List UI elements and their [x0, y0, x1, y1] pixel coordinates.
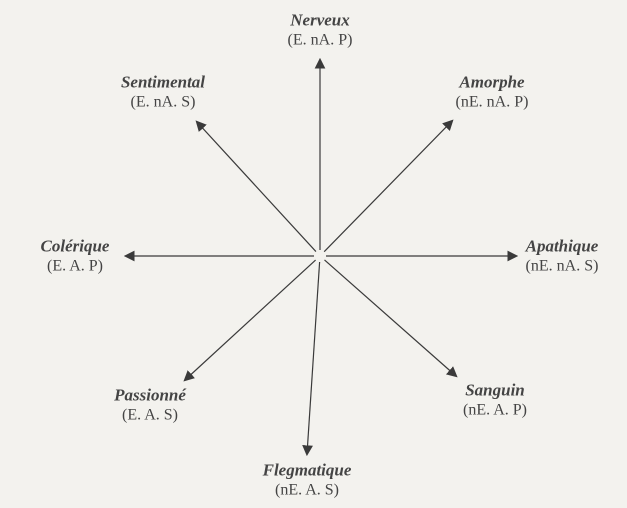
label-name: Flegmatique — [263, 459, 352, 480]
label-code: (E. nA. S) — [121, 93, 205, 113]
label-flegmatique: Flegmatique(nE. A. S) — [263, 459, 352, 500]
arrow-sentimental — [197, 122, 316, 252]
label-code: (E. nA. P) — [288, 31, 353, 51]
label-code: (nE. A. P) — [463, 401, 527, 421]
label-name: Sanguin — [463, 379, 527, 400]
label-nerveux: Nerveux(E. nA. P) — [288, 9, 353, 50]
label-apathique: Apathique(nE. nA. S) — [526, 235, 599, 276]
label-name: Nerveux — [288, 9, 353, 30]
label-code: (nE. A. S) — [263, 481, 352, 501]
label-passionne: Passionné(E. A. S) — [114, 384, 186, 425]
label-amorphe: Amorphe(nE. nA. P) — [456, 71, 529, 112]
label-code: (E. A. S) — [114, 406, 186, 426]
label-name: Amorphe — [456, 71, 529, 92]
label-colerique: Colérique(E. A. P) — [41, 235, 110, 276]
arrow-passionne — [185, 260, 316, 380]
label-code: (nE. nA. P) — [456, 93, 529, 113]
label-sanguin: Sanguin(nE. A. P) — [463, 379, 527, 420]
label-code: (nE. nA. S) — [526, 257, 599, 277]
label-name: Apathique — [526, 235, 599, 256]
label-name: Colérique — [41, 235, 110, 256]
arrow-flegmatique — [307, 262, 320, 454]
temperament-diagram: Nerveux(E. nA. P) Amorphe(nE. nA. P) Apath… — [0, 0, 627, 508]
arrow-sanguin — [325, 260, 457, 376]
label-name: Passionné — [114, 384, 186, 405]
label-code: (E. A. P) — [41, 257, 110, 277]
label-sentimental: Sentimental(E. nA. S) — [121, 71, 205, 112]
arrow-amorphe — [324, 121, 452, 252]
label-name: Sentimental — [121, 71, 205, 92]
